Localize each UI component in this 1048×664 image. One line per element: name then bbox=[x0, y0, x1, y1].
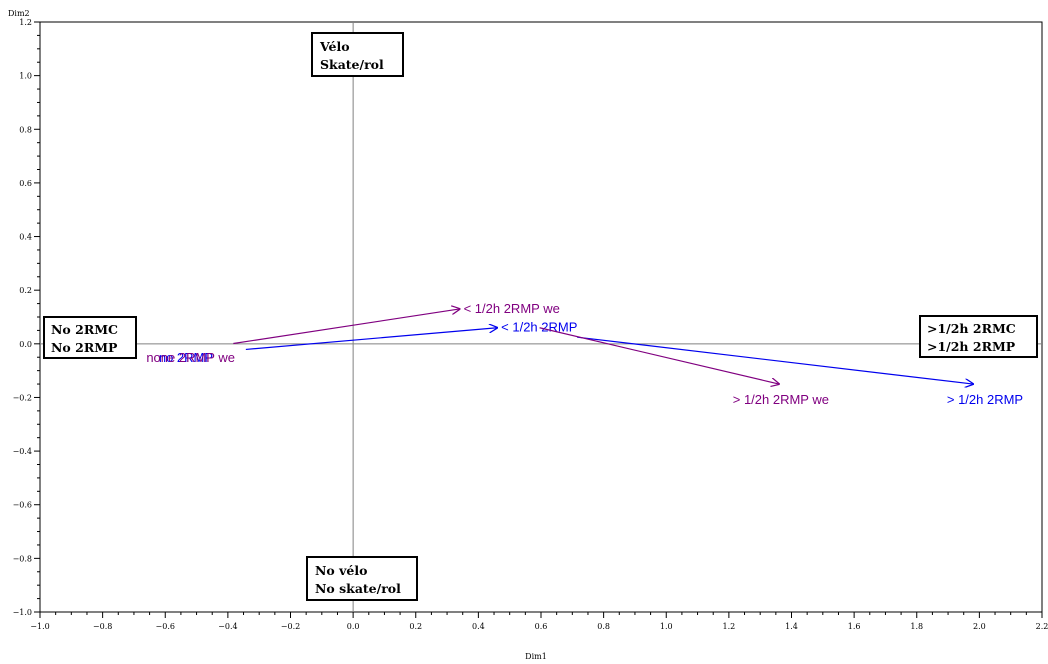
x-tick-label: −0.4 bbox=[218, 622, 237, 631]
svg-text:>1/2h 2RMC: >1/2h 2RMC bbox=[927, 321, 1016, 336]
x-tick-label: 0.2 bbox=[409, 622, 422, 631]
y-tick-label: −0.4 bbox=[13, 447, 32, 456]
annotation-box-bottom: No vélo No skate/rol bbox=[306, 556, 418, 601]
x-tick-label: 0.0 bbox=[347, 622, 360, 631]
annotation-box-left: No 2RMC No 2RMP bbox=[43, 316, 137, 359]
x-tick-label: 1.6 bbox=[848, 622, 861, 631]
y-tick-label: 0.4 bbox=[19, 233, 32, 242]
x-tick-label: 2.0 bbox=[973, 622, 986, 631]
x-tick-label: 0.6 bbox=[535, 622, 548, 631]
x-tick-label: −0.8 bbox=[93, 622, 112, 631]
series-1-segment bbox=[245, 328, 497, 351]
y-tick-label: 0.6 bbox=[19, 179, 32, 188]
x-tick-label: 1.4 bbox=[785, 622, 798, 631]
series-1-point-label: < 1/2h 2RMP bbox=[501, 320, 577, 335]
x-tick-label: 1.8 bbox=[910, 622, 923, 631]
x-tick-label: 0.8 bbox=[597, 622, 610, 631]
y-tick-label: 1.2 bbox=[19, 18, 32, 27]
svg-text:Skate/rol: Skate/rol bbox=[320, 57, 384, 72]
x-tick-label: −1.0 bbox=[30, 622, 49, 631]
series-1-point-label: no 2RMP bbox=[159, 350, 213, 365]
x-tick-label: 2.2 bbox=[1036, 622, 1048, 631]
plot-frame bbox=[39, 21, 1043, 613]
x-tick-label: −0.6 bbox=[156, 622, 175, 631]
y-tick-label: 1.0 bbox=[19, 72, 32, 81]
x-tick-label: −0.2 bbox=[281, 622, 300, 631]
series-2-segment bbox=[539, 327, 779, 384]
svg-text:No 2RMC: No 2RMC bbox=[51, 322, 118, 337]
y-tick-label: −0.8 bbox=[13, 554, 32, 563]
series-2-point-label: < 1/2h 2RMP we bbox=[464, 301, 560, 316]
y-axis-title: Dim2 bbox=[8, 9, 30, 18]
series-2-point-label: none 2RMP we bbox=[146, 350, 235, 365]
y-tick-label: −1.0 bbox=[13, 608, 32, 617]
x-tick-label: 1.0 bbox=[660, 622, 673, 631]
series-1-segment bbox=[577, 336, 973, 384]
series-2-segment bbox=[233, 309, 459, 345]
svg-text:No skate/rol: No skate/rol bbox=[315, 581, 401, 596]
svg-text:No vélo: No vélo bbox=[315, 563, 367, 578]
svg-text:No 2RMP: No 2RMP bbox=[51, 340, 118, 355]
y-tick-label: 0.2 bbox=[19, 286, 32, 295]
x-tick-label: 1.2 bbox=[723, 622, 736, 631]
series-2-point-label: > 1/2h 2RMP we bbox=[733, 392, 829, 407]
y-tick-label: 0.8 bbox=[19, 125, 32, 134]
series-1-point-label: > 1/2h 2RMP bbox=[947, 392, 1023, 407]
svg-text:Vélo: Vélo bbox=[319, 39, 350, 54]
x-tick-label: 0.4 bbox=[472, 622, 485, 631]
y-tick-label: −0.6 bbox=[13, 501, 32, 510]
y-tick-label: 0.0 bbox=[19, 340, 32, 349]
svg-text:>1/2h 2RMP: >1/2h 2RMP bbox=[927, 339, 1016, 354]
annotation-box-right: >1/2h 2RMC >1/2h 2RMP bbox=[919, 315, 1038, 358]
annotation-box-top: Vélo Skate/rol bbox=[311, 32, 404, 77]
x-axis-title: Dim1 bbox=[525, 652, 547, 661]
y-tick-label: −0.2 bbox=[13, 393, 32, 402]
